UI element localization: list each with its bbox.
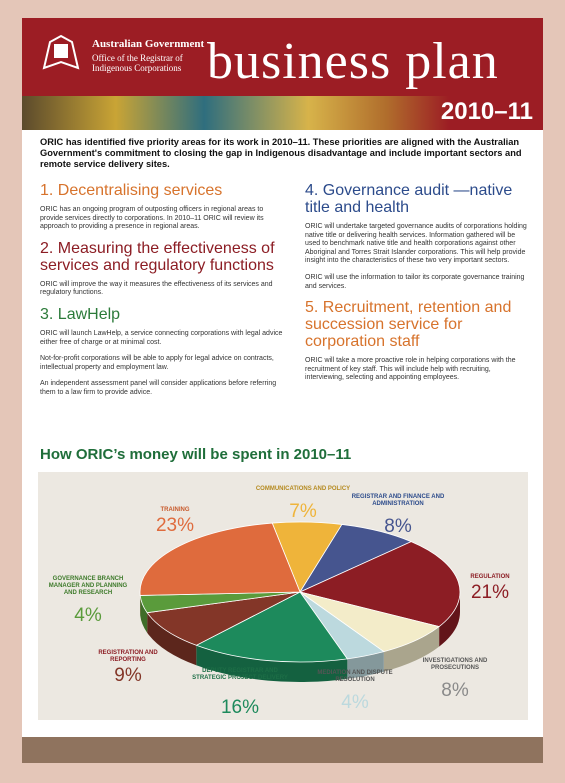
value-label: 9%: [88, 666, 168, 686]
value-label: 4%: [315, 693, 395, 713]
slice-label: REGISTRATION AND REPORTING: [83, 650, 173, 664]
slice-label: MEDIATION AND DISPUTE RESOLUTION: [305, 670, 405, 684]
value-label: 8%: [358, 517, 438, 537]
slice-label: COMMUNICATIONS AND POLICY: [253, 486, 353, 493]
footer-band: [22, 737, 543, 763]
value-label: 21%: [450, 583, 530, 603]
value-label: 8%: [415, 681, 495, 701]
slice-label: TRAINING: [135, 507, 215, 514]
value-label: 4%: [48, 606, 128, 626]
slice-label: REGULATION: [450, 574, 530, 581]
slice-label: DEPUTY REGISTRAR AND STRATEGIC PROJECT D…: [190, 668, 290, 682]
slice-label: INVESTIGATIONS AND PROSECUTIONS: [405, 658, 505, 672]
value-label: 16%: [200, 698, 280, 718]
value-label: 7%: [263, 502, 343, 522]
slice-label: REGISTRAR AND FINANCE AND ADMINISTRATION: [343, 494, 453, 508]
value-label: 23%: [135, 516, 215, 536]
slice-label: GOVERNANCE BRANCH MANAGER AND PLANNING A…: [43, 576, 133, 597]
page: Australian Government Office of the Regi…: [0, 0, 565, 783]
